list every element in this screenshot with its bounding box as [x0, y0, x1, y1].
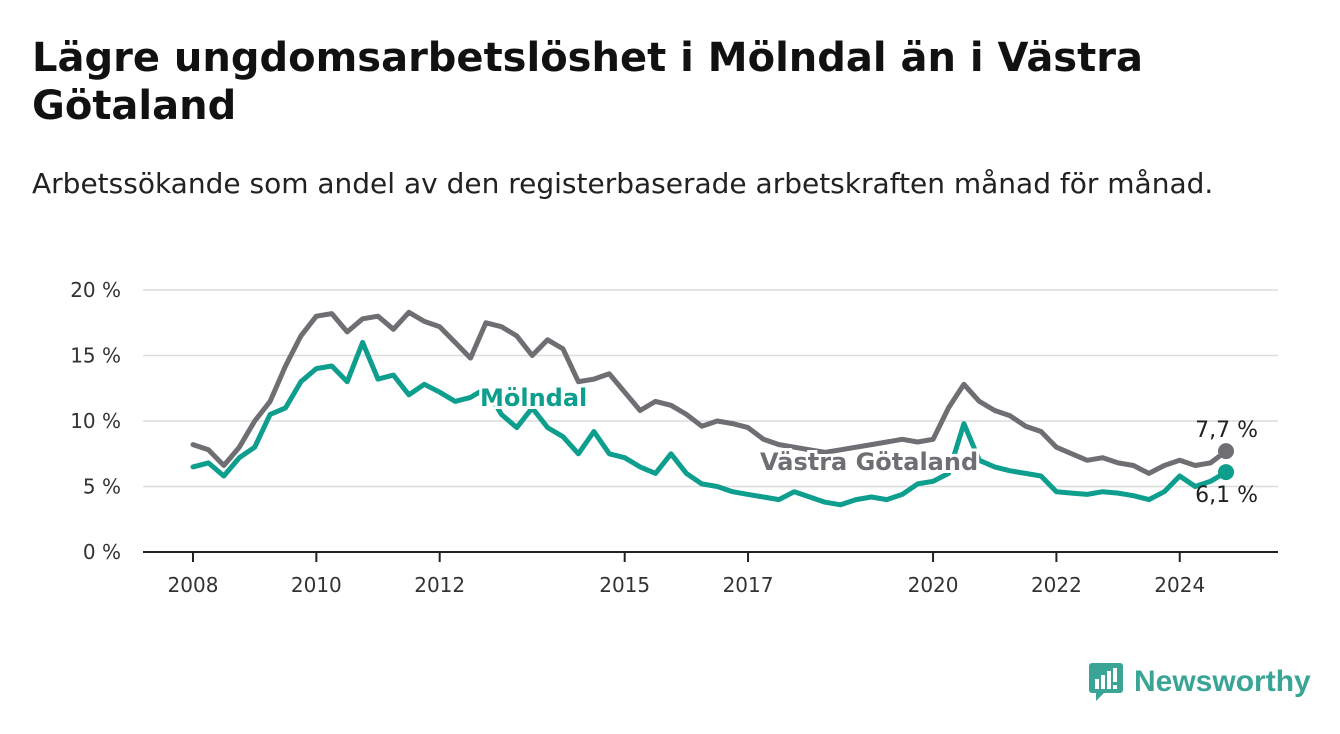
x-tick-label-2017: 2017 [723, 573, 774, 597]
y-tick-label-15: 15 % [70, 344, 121, 368]
x-tick-label-2008: 2008 [168, 573, 219, 597]
y-tick-label-20: 20 % [70, 278, 121, 302]
chart-subtitle: Arbetssökande som andel av den registerb… [32, 167, 1214, 200]
series-line-v-stra-g-taland [190, 309, 1229, 476]
series-label-vastra-gotaland: Västra Götaland [760, 448, 978, 476]
y-axis-ticks: 0 % 5 % 10 % 15 % 20 % [70, 278, 121, 564]
series-lines [190, 309, 1234, 508]
y-tick-label-0: 0 % [83, 540, 121, 564]
x-tick-label-2015: 2015 [599, 573, 650, 597]
x-axis-ticks: 2008 2010 2012 2015 2017 2020 2022 2024 [168, 552, 1205, 597]
brand-logo: Newsworthy [1088, 660, 1311, 704]
x-tick-label-2020: 2020 [908, 573, 959, 597]
x-tick-label-2010: 2010 [291, 573, 342, 597]
y-tick-label-5: 5 % [83, 475, 121, 499]
gridlines [143, 289, 1278, 488]
end-label-vastra-gotaland: 7,7 % [1195, 418, 1258, 443]
series-line-m-lndal [190, 339, 1229, 508]
end-label-molndal: 6,1 % [1195, 483, 1258, 508]
y-tick-label-10: 10 % [70, 409, 121, 433]
chart-title: Lägre ungdomsarbetslöshet i Mölndal än i… [32, 35, 1143, 129]
series-label-molndal: Mölndal [480, 384, 587, 412]
brand-name: Newsworthy [1134, 665, 1311, 698]
end-point-v-stra-g-taland [1218, 443, 1234, 460]
x-tick-label-2024: 2024 [1154, 573, 1205, 597]
bar-chart-bubble-icon [1089, 663, 1123, 701]
series-labels: 7,7 % 6,1 % Mölndal Västra Götaland [477, 381, 1258, 508]
x-tick-label-2022: 2022 [1031, 573, 1082, 597]
end-point-m-lndal [1218, 464, 1234, 481]
x-tick-label-2012: 2012 [414, 573, 465, 597]
